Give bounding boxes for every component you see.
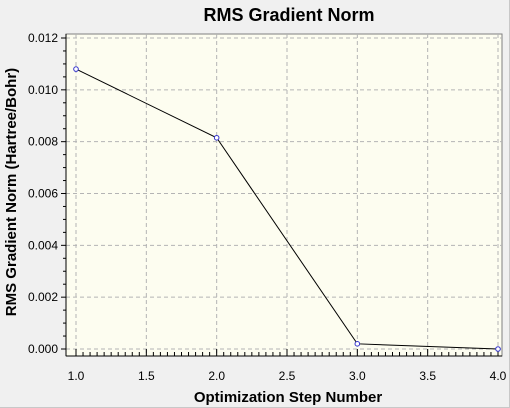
series-line	[75, 68, 499, 350]
x-tick-label: 2.5	[279, 369, 296, 383]
y-tick-label: 0.010	[28, 83, 58, 97]
x-tick-label: 3.5	[419, 369, 436, 383]
y-tick-label: 0.008	[28, 135, 58, 149]
y-axis-label: RMS Gradient Norm (Hartree/Bohr)	[3, 68, 20, 316]
data-point	[73, 66, 79, 72]
x-tick-label: 4.0	[490, 369, 507, 383]
plot-area	[65, 33, 503, 357]
tick-labels: 0.000 0.002 0.004 0.006 0.008 0.010 0.012 1.0 1.…	[28, 31, 507, 383]
x-tick-label: 2.0	[208, 369, 225, 383]
y-tick-label: 0.004	[28, 238, 58, 252]
data-point	[495, 346, 501, 352]
data-point	[354, 341, 361, 347]
data-point	[213, 134, 220, 141]
data-series	[73, 66, 501, 352]
chart-title: RMS Gradient Norm	[203, 5, 374, 25]
axes	[65, 34, 502, 357]
x-tick-label: 1.5	[138, 369, 155, 383]
y-tick-label: 0.006	[28, 187, 58, 201]
grid-lines	[66, 34, 502, 356]
y-tick-label: 0.012	[28, 31, 58, 45]
y-tick-label: 0.002	[28, 290, 58, 304]
x-axis-label: Optimization Step Number	[194, 389, 383, 406]
tick-marks	[61, 37, 499, 356]
y-tick-label: 0.000	[28, 342, 58, 356]
x-tick-label: 1.0	[68, 369, 85, 383]
x-tick-label: 3.0	[349, 369, 366, 383]
